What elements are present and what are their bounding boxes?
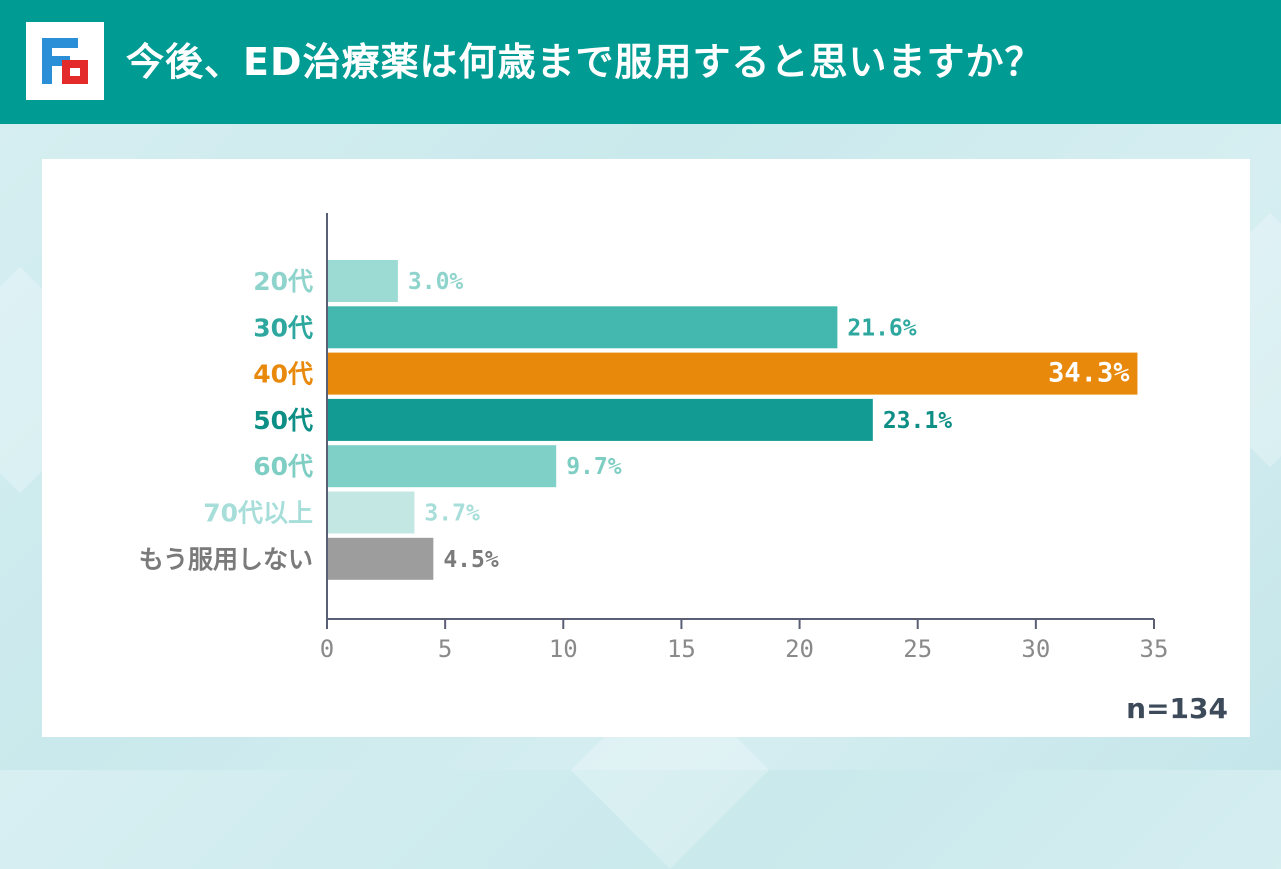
data-label: 4.5% — [443, 547, 499, 573]
bar — [327, 306, 838, 349]
data-label: 9.7% — [566, 454, 622, 480]
bar — [327, 260, 398, 302]
chart-panel: 20代 3.0% 30代 21.6% 40代 34.3% 50代 23.1% 60代 9.7% 70… — [42, 159, 1250, 737]
sample-size-label: n=134 — [1126, 692, 1228, 725]
header-bar: 今後、ED治療薬は何歳まで服用すると思いますか？ — [0, 0, 1281, 124]
category-label: 20代 — [253, 267, 313, 296]
brand-logo-icon — [26, 22, 104, 100]
category-label: 40代 — [253, 360, 313, 389]
data-label: 34.3% — [1048, 358, 1130, 389]
bar — [327, 352, 1138, 395]
data-label: 3.7% — [424, 501, 480, 527]
category-label: 70代以上 — [203, 499, 313, 528]
bar-chart: 20代 3.0% 30代 21.6% 40代 34.3% 50代 23.1% 60代 9.7% 70… — [139, 213, 1169, 663]
x-tick-label: 25 — [903, 635, 932, 663]
bar — [327, 445, 557, 488]
data-label: 3.0% — [408, 269, 464, 295]
data-label: 21.6% — [847, 315, 916, 341]
data-label: 23.1% — [883, 408, 952, 434]
bar — [327, 537, 434, 580]
x-tick-label: 5 — [438, 635, 452, 663]
x-tick-label: 10 — [549, 635, 578, 663]
category-label: 50代 — [253, 406, 313, 435]
x-tick-label: 15 — [667, 635, 696, 663]
x-tick-label: 0 — [320, 635, 334, 663]
page-title: 今後、ED治療薬は何歳まで服用すると思いますか？ — [126, 40, 1044, 84]
bar — [327, 398, 873, 441]
category-label: 60代 — [253, 452, 313, 481]
bar — [327, 491, 415, 534]
x-tick-label: 30 — [1021, 635, 1050, 663]
category-label: 30代 — [253, 313, 313, 342]
x-tick-label: 20 — [785, 635, 814, 663]
x-tick-label: 35 — [1140, 635, 1169, 663]
category-label: もう服用しない — [139, 545, 313, 574]
